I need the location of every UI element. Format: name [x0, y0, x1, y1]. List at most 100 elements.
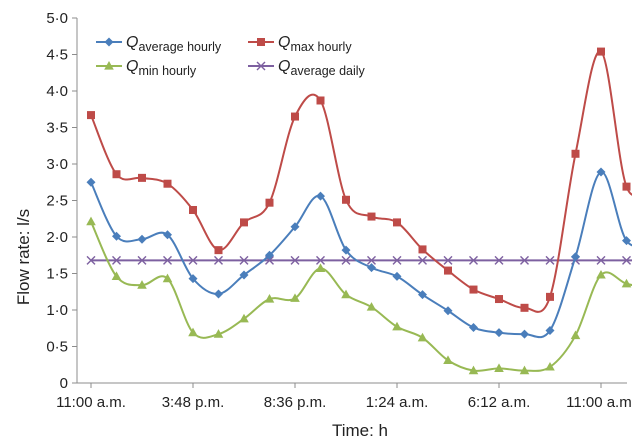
series-average-daily	[86, 255, 632, 265]
data-point	[264, 294, 275, 303]
series-layer	[86, 47, 632, 375]
legend-entry: Qaverage hourly	[96, 34, 222, 54]
x-tick-label: 8:36 p.m.	[264, 394, 327, 411]
data-point	[112, 231, 121, 241]
data-point	[596, 255, 606, 265]
data-point	[290, 293, 300, 302]
data-point	[622, 255, 631, 265]
data-point	[290, 222, 300, 232]
y-tick-label: 2·0	[46, 229, 68, 246]
data-point	[596, 269, 606, 279]
data-point	[571, 252, 580, 262]
data-point	[162, 273, 173, 283]
y-tick-label: 0·5	[46, 339, 68, 356]
x-tick-label: 11:00 a.m.	[56, 394, 126, 411]
data-point	[519, 365, 530, 375]
data-point	[494, 363, 504, 372]
y-tick-label: 5·0	[46, 10, 68, 27]
data-point	[240, 218, 248, 227]
data-point	[570, 330, 581, 340]
data-point	[417, 332, 428, 342]
data-point	[392, 321, 402, 331]
data-point	[214, 246, 223, 255]
data-point	[265, 250, 274, 260]
data-point	[469, 285, 478, 294]
x-tick-label: 11:00 a.m.	[566, 394, 632, 411]
data-point	[239, 313, 249, 323]
data-point	[214, 289, 223, 299]
y-axis-label: Flow rate: l/s	[14, 209, 33, 305]
data-point	[86, 177, 96, 187]
data-point	[189, 205, 197, 214]
legend: Qaverage hourly Qmax hourly Qmin hourly Qav…	[96, 34, 366, 78]
legend-marker	[104, 37, 114, 47]
data-point	[188, 274, 198, 284]
data-point	[315, 263, 326, 272]
data-point	[596, 167, 606, 177]
y-tick-label: 4·5	[46, 47, 68, 64]
data-point	[545, 325, 555, 335]
data-point	[87, 111, 95, 120]
data-point	[367, 255, 376, 265]
data-point	[468, 365, 479, 375]
data-point	[520, 329, 529, 339]
data-point	[367, 212, 376, 221]
x-axis-label: Time: h	[332, 421, 388, 440]
data-point	[86, 255, 96, 265]
series-min-hourly	[86, 216, 632, 375]
legend-label: Qmin hourly	[126, 58, 197, 78]
data-point	[418, 255, 427, 265]
data-point	[316, 255, 325, 265]
legend-entry: Qmin hourly	[96, 58, 197, 78]
data-point	[111, 271, 122, 281]
data-point	[392, 271, 402, 281]
y-axis-ticks: 0 0·5 1·0 1·5 2·0 2·5 3·0 3·5 4·0 4·5 5·0	[46, 10, 77, 392]
y-tick-label: 1·5	[46, 266, 68, 283]
x-tick-label: 1:24 a.m.	[366, 394, 429, 411]
y-tick-label: 1·0	[46, 302, 68, 319]
data-point	[341, 255, 351, 265]
y-tick-label: 3·5	[46, 120, 68, 137]
data-point	[290, 255, 300, 265]
legend-entry: Qmax hourly	[248, 34, 352, 54]
data-point	[341, 289, 351, 299]
data-point	[494, 328, 504, 338]
series-line	[90, 50, 632, 313]
data-point	[138, 173, 146, 182]
data-point	[546, 292, 554, 301]
data-point	[163, 255, 172, 265]
x-axis-ticks: 11:00 a.m. 3:48 p.m. 8:36 p.m. 1:24 a.m. 6:1…	[56, 383, 632, 411]
data-point	[316, 191, 325, 201]
data-point	[367, 263, 376, 273]
y-tick-label: 3·0	[46, 156, 68, 173]
data-point	[86, 216, 96, 226]
data-point	[239, 255, 249, 265]
legend-marker	[256, 61, 266, 71]
data-point	[393, 218, 401, 227]
legend-marker	[257, 38, 265, 46]
data-point	[469, 255, 478, 265]
data-point	[213, 329, 224, 338]
legend-label: Qaverage hourly	[126, 34, 222, 54]
series-average-hourly	[86, 167, 632, 339]
data-point	[444, 266, 452, 275]
y-tick-label: 0	[60, 375, 68, 392]
series-line	[90, 171, 632, 339]
data-point	[443, 306, 453, 316]
data-point	[341, 245, 351, 255]
data-point	[495, 295, 503, 304]
data-point	[112, 170, 121, 179]
data-point	[571, 149, 580, 158]
data-point	[188, 255, 198, 265]
data-point	[342, 195, 350, 204]
x-tick-label: 3:48 p.m.	[162, 394, 225, 411]
y-tick-label: 4·0	[46, 83, 68, 100]
legend-entry: Qaverage daily	[248, 58, 366, 78]
legend-marker	[104, 61, 114, 70]
y-tick-label: 2·5	[46, 193, 68, 210]
data-point	[163, 179, 172, 188]
data-point	[265, 198, 274, 207]
data-point	[188, 327, 198, 337]
data-point	[520, 255, 529, 265]
data-point	[137, 280, 147, 289]
